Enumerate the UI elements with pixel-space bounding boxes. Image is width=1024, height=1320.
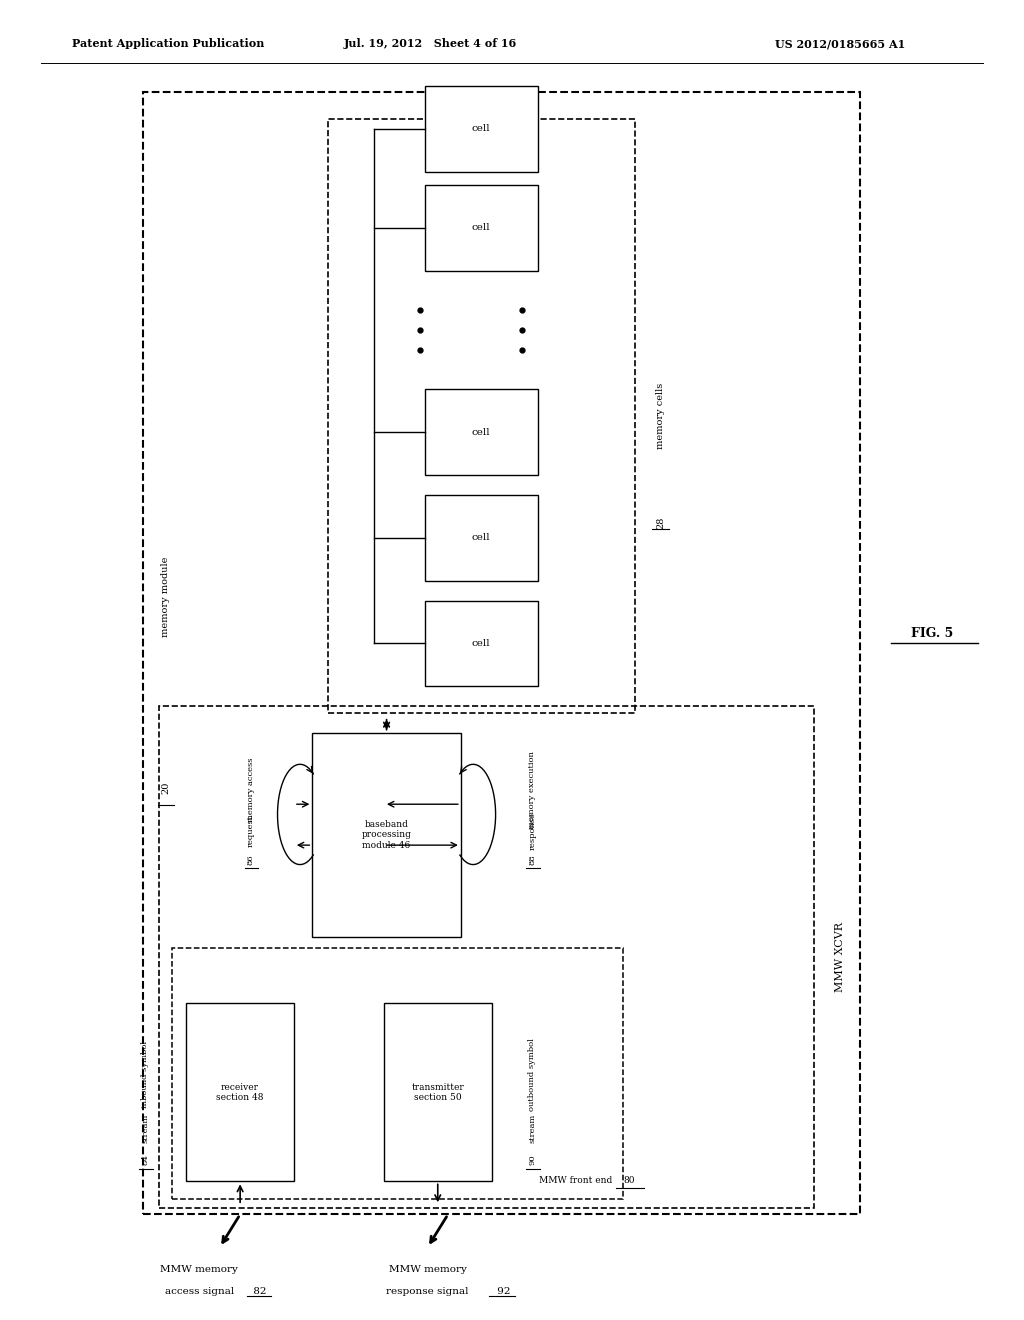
Text: cell: cell xyxy=(472,223,490,232)
Text: 20: 20 xyxy=(162,781,170,795)
Text: stream: stream xyxy=(528,1113,537,1143)
Text: outbound symbol: outbound symbol xyxy=(528,1038,537,1111)
Text: MMW front end: MMW front end xyxy=(539,1176,612,1185)
Text: access signal: access signal xyxy=(165,1287,233,1296)
Bar xyxy=(159,706,814,1208)
Bar xyxy=(425,185,538,271)
Text: response: response xyxy=(528,812,537,850)
Text: request: request xyxy=(247,814,255,847)
Text: 28: 28 xyxy=(656,516,665,529)
Bar xyxy=(425,86,538,172)
Text: 90: 90 xyxy=(528,1155,537,1166)
Text: cell: cell xyxy=(472,124,490,133)
Text: 82: 82 xyxy=(250,1287,267,1296)
Bar xyxy=(312,733,461,937)
Text: stream: stream xyxy=(141,1113,150,1143)
Text: 86: 86 xyxy=(247,854,255,865)
Text: Jul. 19, 2012   Sheet 4 of 16: Jul. 19, 2012 Sheet 4 of 16 xyxy=(343,38,517,49)
Text: 80: 80 xyxy=(624,1176,635,1185)
Text: response signal: response signal xyxy=(386,1287,469,1296)
Text: memory cells: memory cells xyxy=(656,383,665,449)
Text: baseband
processing
module 46: baseband processing module 46 xyxy=(361,820,412,850)
Text: MMW XCVR: MMW XCVR xyxy=(835,921,845,993)
Text: 84: 84 xyxy=(141,1155,150,1166)
Text: 92: 92 xyxy=(494,1287,511,1296)
Text: cell: cell xyxy=(472,428,490,437)
Bar xyxy=(328,119,635,713)
Text: inbound symbol: inbound symbol xyxy=(141,1041,150,1107)
Text: receiver
section 48: receiver section 48 xyxy=(216,1082,264,1102)
Text: memory module: memory module xyxy=(162,557,170,638)
Text: transmitter
section 50: transmitter section 50 xyxy=(412,1082,464,1102)
Bar xyxy=(425,389,538,475)
Text: memory execution: memory execution xyxy=(528,751,537,829)
Text: cell: cell xyxy=(472,639,490,648)
Bar xyxy=(425,601,538,686)
Bar xyxy=(186,1003,294,1181)
Text: MMW memory: MMW memory xyxy=(160,1265,239,1274)
Text: memory access: memory access xyxy=(247,758,255,822)
Text: cell: cell xyxy=(472,533,490,543)
Text: FIG. 5: FIG. 5 xyxy=(910,627,953,640)
Text: MMW memory: MMW memory xyxy=(388,1265,467,1274)
Text: 88: 88 xyxy=(528,854,537,865)
Bar xyxy=(143,92,860,1214)
Bar xyxy=(172,948,623,1199)
Text: US 2012/0185665 A1: US 2012/0185665 A1 xyxy=(774,38,905,49)
Bar xyxy=(425,495,538,581)
Text: Patent Application Publication: Patent Application Publication xyxy=(72,38,264,49)
Bar xyxy=(384,1003,492,1181)
